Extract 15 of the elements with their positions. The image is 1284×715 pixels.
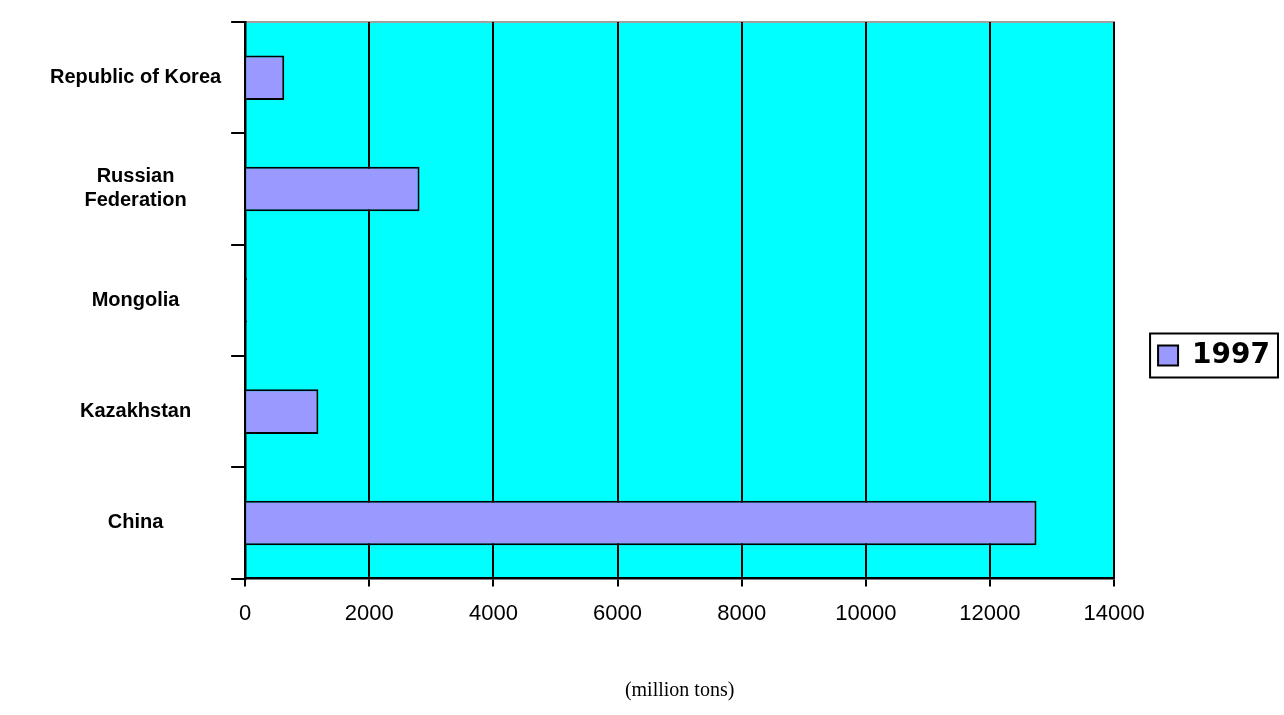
x-tick-label: 6000 <box>593 599 643 625</box>
x-tick-label: 12000 <box>959 599 1021 625</box>
y-tick-label: China <box>107 510 165 533</box>
x-tick-label: 10000 <box>835 599 897 625</box>
x-tick-label: 8000 <box>717 599 767 625</box>
y-tick-label: Russian Federation <box>84 164 187 211</box>
x-axis-title: (million tons) <box>624 678 735 702</box>
x-tick-label: 14000 <box>1083 599 1145 625</box>
x-tick-label: 0 <box>239 599 252 625</box>
y-tick-label: Kazakhstan <box>79 399 192 422</box>
x-tick-label: 2000 <box>344 599 394 625</box>
legend-label: 1997 <box>1192 336 1271 370</box>
y-tick-label: Mongolia <box>91 287 181 310</box>
y-tick-label: Republic of Korea <box>50 65 223 88</box>
x-tick-label: 4000 <box>468 599 518 625</box>
